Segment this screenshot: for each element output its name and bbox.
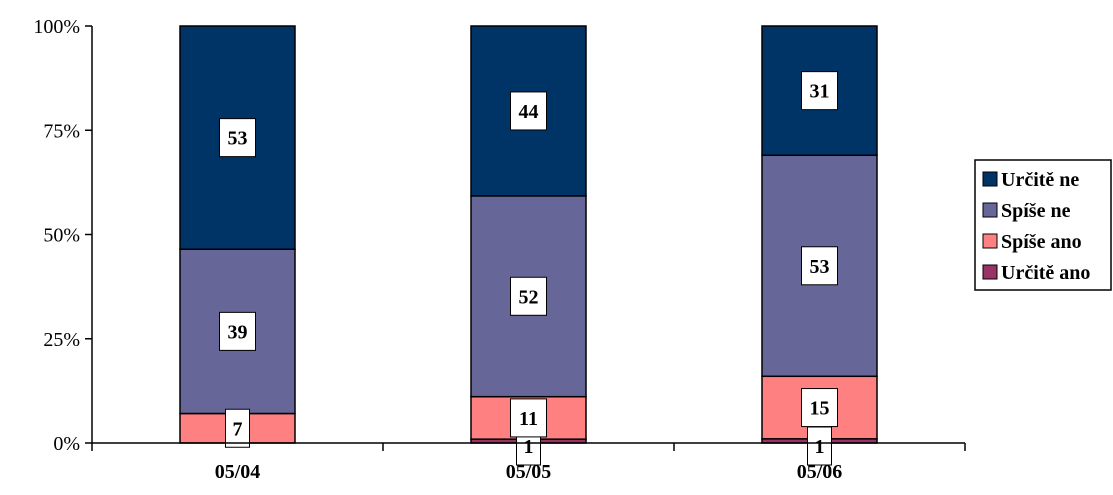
x-tick-label: 05/05 — [506, 461, 552, 483]
y-tick-label: 50% — [43, 225, 80, 247]
y-tick-label: 25% — [43, 329, 80, 351]
axes-layer: 0% 25% 50% 75% 100% 05/04 05/05 05/06 — [33, 16, 966, 483]
legend-label: Spíše ano — [1001, 231, 1082, 253]
y-tick-label: 0% — [53, 433, 80, 455]
data-label: 31 — [801, 71, 838, 111]
y-tick-label: 100% — [33, 16, 80, 38]
y-tick-label: 75% — [43, 120, 80, 142]
data-label: 44 — [510, 91, 547, 131]
data-label: 1 — [807, 426, 832, 466]
legend-label: Určitě ano — [1001, 262, 1090, 284]
data-label-text: 31 — [810, 81, 830, 103]
legend-swatch — [982, 233, 998, 249]
data-label-text: 52 — [519, 286, 539, 308]
data-label: 53 — [219, 118, 256, 158]
data-label-text: 11 — [519, 408, 538, 430]
legend-label: Určitě ne — [1001, 169, 1079, 191]
data-label-text: 44 — [519, 101, 539, 123]
data-label-box — [801, 246, 838, 286]
data-label-box — [510, 91, 547, 131]
data-label-box — [801, 71, 838, 111]
data-label-box — [807, 426, 832, 466]
x-tick-label: 05/06 — [797, 461, 843, 483]
data-label-box — [801, 388, 838, 428]
legend-swatch — [982, 264, 998, 280]
data-label: 53 — [801, 246, 838, 286]
data-label-text: 7 — [233, 418, 243, 440]
legend-swatch — [982, 202, 998, 218]
data-label-text: 53 — [228, 128, 248, 150]
legend-swatch — [982, 171, 998, 187]
data-label-text: 1 — [524, 436, 534, 458]
data-label-box — [219, 118, 256, 158]
data-label: 52 — [510, 276, 547, 316]
x-tick-label: 05/04 — [215, 461, 261, 483]
data-label-text: 15 — [810, 398, 830, 420]
data-label: 15 — [801, 388, 838, 428]
data-label-text: 1 — [815, 436, 825, 458]
data-label: 39 — [219, 311, 256, 351]
data-label-box — [510, 398, 547, 438]
data-label-box — [510, 276, 547, 316]
data-label-box — [225, 408, 250, 448]
legend: Určitě ne Spíše ne Spíše ano Určitě ano — [974, 159, 1112, 291]
legend-box — [974, 159, 1112, 291]
data-label-text: 39 — [228, 321, 248, 343]
bars-layer — [179, 25, 878, 444]
data-label: 7 — [225, 408, 250, 448]
data-label: 11 — [510, 398, 547, 438]
data-label-text: 53 — [810, 256, 830, 278]
legend-label: Spíše ne — [1001, 200, 1071, 222]
data-label-box — [219, 311, 256, 351]
